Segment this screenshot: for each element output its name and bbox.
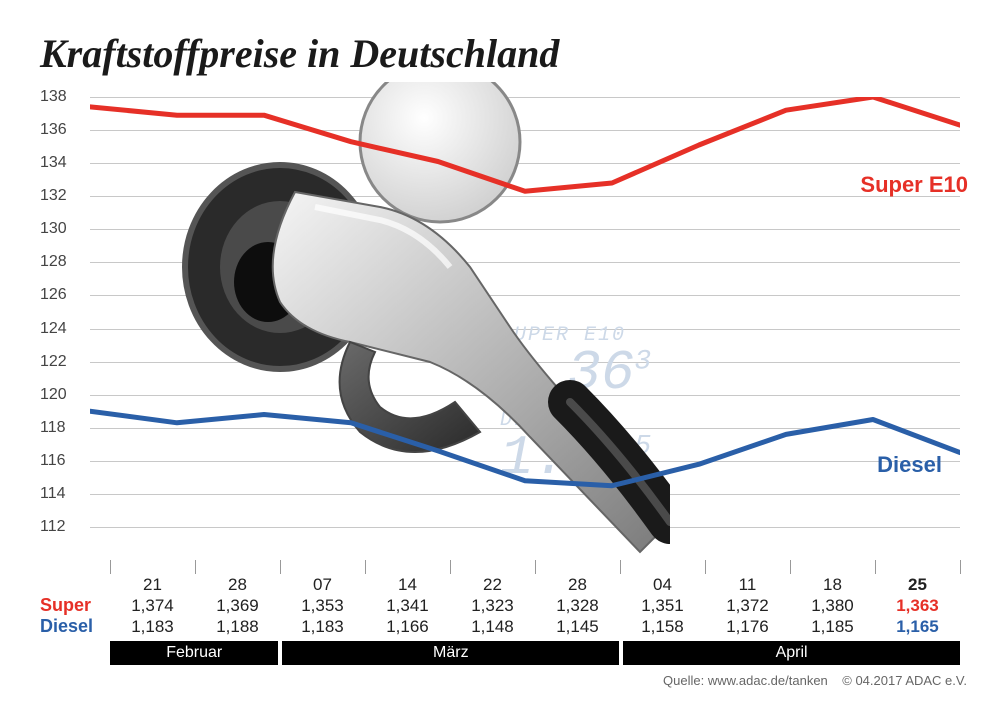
row-label-diesel: Diesel xyxy=(40,616,110,637)
super-price-cell: 1,341 xyxy=(365,596,450,616)
diesel-price-cell: 1,183 xyxy=(110,617,195,637)
super-price-cell: 1,369 xyxy=(195,596,280,616)
y-tick-label: 114 xyxy=(40,485,66,503)
diesel-price-cell: 1,158 xyxy=(620,617,705,637)
diesel-price-cell: 1,165 xyxy=(875,617,960,637)
data-table: . 21280714222804111825 Super 1,3741,3691… xyxy=(40,560,960,665)
diesel-price-row: Diesel 1,1831,1881,1831,1661,1481,1451,1… xyxy=(40,616,960,637)
diesel-price-cell: 1,166 xyxy=(365,617,450,637)
diesel-price-cell: 1,188 xyxy=(195,617,280,637)
y-tick-label: 124 xyxy=(40,320,67,338)
chart-area: 1121141161181201221241261281301321341361… xyxy=(40,97,960,527)
date-cell: 18 xyxy=(790,575,875,595)
diesel-price-cell: 1,145 xyxy=(535,617,620,637)
date-ticks xyxy=(110,560,960,574)
line-plot xyxy=(90,97,960,527)
infographic-container: Kraftstoffpreise in Deutschland 11211411… xyxy=(0,0,1007,702)
date-cell: 21 xyxy=(110,575,195,595)
row-label-super: Super xyxy=(40,595,110,616)
footer-credits: Quelle: www.adac.de/tanken © 04.2017 ADA… xyxy=(663,673,967,688)
month-block: März xyxy=(282,641,619,665)
date-cell: 14 xyxy=(365,575,450,595)
y-tick-label: 112 xyxy=(40,518,66,536)
super-price-row: Super 1,3741,3691,3531,3411,3231,3281,35… xyxy=(40,595,960,616)
month-block: April xyxy=(623,641,960,665)
footer-copyright: © 04.2017 ADAC e.V. xyxy=(842,673,967,688)
y-tick-label: 116 xyxy=(40,452,66,470)
diesel-price-cell: 1,185 xyxy=(790,617,875,637)
super-price-cell: 1,372 xyxy=(705,596,790,616)
super-price-cell: 1,351 xyxy=(620,596,705,616)
super-price-cell: 1,374 xyxy=(110,596,195,616)
y-tick-label: 130 xyxy=(40,220,67,238)
month-row: FebruarMärzApril xyxy=(110,641,960,665)
series-label-diesel: Diesel xyxy=(877,452,942,478)
line-super-e10 xyxy=(90,97,960,191)
footer-source: Quelle: www.adac.de/tanken xyxy=(663,673,828,688)
date-cell: 04 xyxy=(620,575,705,595)
super-price-cell: 1,363 xyxy=(875,596,960,616)
line-diesel xyxy=(90,411,960,486)
y-tick-label: 118 xyxy=(40,419,66,437)
y-tick-label: 138 xyxy=(40,88,67,106)
diesel-price-cell: 1,148 xyxy=(450,617,535,637)
date-row: . 21280714222804111825 xyxy=(40,574,960,595)
date-cell: 11 xyxy=(705,575,790,595)
diesel-price-cell: 1,176 xyxy=(705,617,790,637)
grid-line xyxy=(90,527,960,528)
y-tick-label: 128 xyxy=(40,253,67,271)
date-cell: 22 xyxy=(450,575,535,595)
date-cell: 07 xyxy=(280,575,365,595)
y-tick-label: 122 xyxy=(40,353,67,371)
y-tick-label: 136 xyxy=(40,121,67,139)
date-cell: 25 xyxy=(875,575,960,595)
month-block: Februar xyxy=(110,641,278,665)
chart-title: Kraftstoffpreise in Deutschland xyxy=(40,30,967,77)
diesel-price-cell: 1,183 xyxy=(280,617,365,637)
super-price-cell: 1,353 xyxy=(280,596,365,616)
date-cell: 28 xyxy=(535,575,620,595)
super-price-cell: 1,323 xyxy=(450,596,535,616)
date-cell: 28 xyxy=(195,575,280,595)
y-axis: 1121141161181201221241261281301321341361… xyxy=(40,97,85,527)
y-tick-label: 134 xyxy=(40,154,67,172)
super-price-cell: 1,380 xyxy=(790,596,875,616)
y-tick-label: 126 xyxy=(40,286,67,304)
y-tick-label: 132 xyxy=(40,187,67,205)
series-label-super: Super E10 xyxy=(860,172,968,198)
super-price-cell: 1,328 xyxy=(535,596,620,616)
y-tick-label: 120 xyxy=(40,386,67,404)
